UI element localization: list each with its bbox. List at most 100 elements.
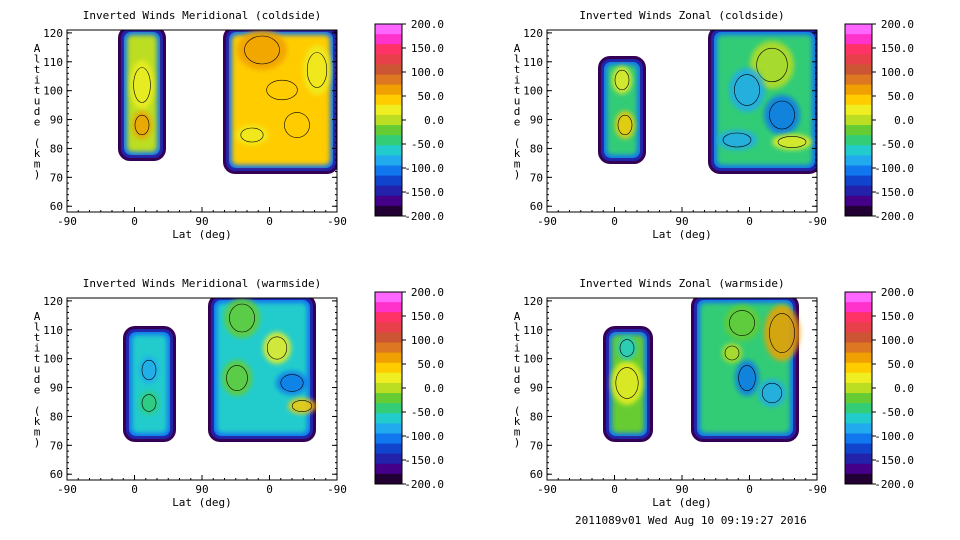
colorbar-tick-label: -100.0 xyxy=(874,162,914,175)
contour-line xyxy=(729,310,755,336)
colorbar-tick-label: 150.0 xyxy=(411,42,444,55)
colorbar-segment xyxy=(375,185,402,197)
y-axis-label-char: t xyxy=(514,352,521,365)
y-tick-label: 120 xyxy=(523,27,543,40)
y-axis-label-char: t xyxy=(34,84,41,97)
colorbar-segment xyxy=(845,165,872,177)
colorbar-segment xyxy=(845,145,872,156)
colorbar-segment xyxy=(845,302,872,313)
chart-title: Inverted Winds Zonal (warmside) xyxy=(579,277,784,290)
colorbar-segment xyxy=(845,135,872,146)
y-axis-label-char: A xyxy=(514,310,521,323)
y-axis-label-char: e xyxy=(514,116,521,129)
y-axis-label-char: i xyxy=(34,74,41,87)
colorbar-segment xyxy=(845,205,872,217)
y-axis-label-char: d xyxy=(34,105,41,118)
colorbar-segment xyxy=(845,195,872,207)
colorbar-segment xyxy=(375,403,402,414)
y-axis-label-char: u xyxy=(34,363,41,376)
colorbar-segment xyxy=(375,34,402,45)
y-axis-label-char: t xyxy=(514,84,521,97)
colorbar-segment xyxy=(375,155,402,166)
x-tick-label: -90 xyxy=(807,215,827,228)
colorbar-segment xyxy=(845,413,872,424)
colorbar-segment xyxy=(375,302,402,313)
contour-line xyxy=(617,114,633,136)
colorbar-tick-label: -100.0 xyxy=(404,162,444,175)
colorbar-segment xyxy=(375,473,402,485)
colorbar-segment xyxy=(845,403,872,414)
colorbar-segment xyxy=(845,44,872,55)
y-tick-label: 70 xyxy=(50,171,63,184)
y-tick-label: 80 xyxy=(530,142,543,155)
colorbar: 200.0 150.0 100.0 50.0 0.0 -50.0 -100.0 -150.0 -… xyxy=(844,18,914,223)
x-tick-label: -90 xyxy=(327,215,347,228)
colorbar-segment xyxy=(375,433,402,445)
y-tick-label: 60 xyxy=(50,468,63,481)
colorbar-segment xyxy=(375,104,402,116)
y-axis-label-char: m xyxy=(34,426,41,439)
chart-panel-3: Inverted Winds Meridional (warmside) 60 70… xyxy=(34,277,444,509)
colorbar-tick-label: 100.0 xyxy=(881,334,914,347)
colorbar-segment xyxy=(375,205,402,217)
y-tick-label: 70 xyxy=(530,439,543,452)
y-axis-label-char: d xyxy=(34,373,41,386)
y-axis-label-char: k xyxy=(514,147,521,160)
colorbar-tick-label: 0.0 xyxy=(894,382,914,395)
colorbar-segment xyxy=(375,423,402,434)
colorbar: 200.0 150.0 100.0 50.0 0.0 -50.0 -100.0 -150.0 -… xyxy=(374,286,444,491)
y-axis-label-char: e xyxy=(34,116,41,129)
colorbar-tick-label: 200.0 xyxy=(881,286,914,299)
colorbar-tick-label: 0.0 xyxy=(894,114,914,127)
y-axis-label-char: l xyxy=(34,53,41,66)
colorbar-segment xyxy=(845,74,872,86)
y-axis-label-char: i xyxy=(514,74,521,87)
x-tick-label: -90 xyxy=(327,483,347,496)
chart-panel-1: Inverted Winds Meridional (coldside) 60 70… xyxy=(34,9,444,241)
colorbar-segment xyxy=(375,195,402,207)
colorbar-tick-label: -50.0 xyxy=(411,406,444,419)
colorbar-tick-label: -50.0 xyxy=(881,406,914,419)
colorbar-segment xyxy=(845,114,872,126)
x-tick-label: 0 xyxy=(131,215,138,228)
y-axis-label-char: t xyxy=(34,63,41,76)
y-axis-label-char: t xyxy=(514,331,521,344)
x-axis-label: Lat (deg) xyxy=(652,496,712,509)
colorbar-tick-label: -200.0 xyxy=(874,210,914,223)
y-tick-label: 110 xyxy=(523,324,543,337)
y-tick-label: 80 xyxy=(50,142,63,155)
x-tick-label: 0 xyxy=(611,215,618,228)
colorbar-tick-label: 150.0 xyxy=(881,310,914,323)
x-axis-label: Lat (deg) xyxy=(172,228,232,241)
y-axis-label-char: i xyxy=(34,342,41,355)
colorbar-segment xyxy=(845,54,872,65)
y-axis-label-char: l xyxy=(34,321,41,334)
y-axis-label-char: l xyxy=(514,53,521,66)
colorbar-segment xyxy=(375,24,402,35)
colorbar-tick-label: -100.0 xyxy=(404,430,444,443)
colorbar-tick-label: -50.0 xyxy=(411,138,444,151)
y-axis-label-char: d xyxy=(514,105,521,118)
y-tick-label: 80 xyxy=(530,410,543,423)
y-tick-label: 100 xyxy=(43,85,63,98)
colorbar-segment xyxy=(375,443,402,455)
colorbar-tick-label: -150.0 xyxy=(404,454,444,467)
x-tick-label: 90 xyxy=(195,215,208,228)
colorbar-segment xyxy=(375,352,402,364)
colorbar-segment xyxy=(845,322,872,333)
colorbar-tick-label: 50.0 xyxy=(888,358,915,371)
colorbar-tick-label: 100.0 xyxy=(411,334,444,347)
x-tick-label: 0 xyxy=(131,483,138,496)
y-axis-label-char: u xyxy=(514,363,521,376)
colorbar-segment xyxy=(375,322,402,333)
colorbar-segment xyxy=(845,352,872,364)
contour-line xyxy=(769,313,795,353)
colorbar-segment xyxy=(375,74,402,86)
y-axis-label-char: u xyxy=(34,95,41,108)
colorbar-segment xyxy=(845,463,872,475)
contour-line xyxy=(619,339,635,357)
x-tick-label: 0 xyxy=(611,483,618,496)
y-axis-label-char: ) xyxy=(34,436,41,449)
y-axis-label-char: ) xyxy=(34,168,41,181)
